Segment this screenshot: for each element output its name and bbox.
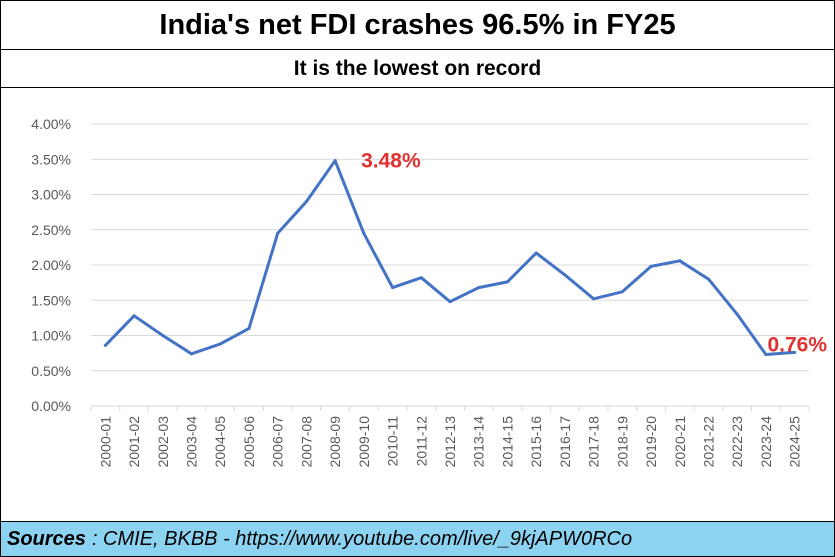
source-text: : CMIE, BKBB - https://www.youtube.com/l…	[91, 527, 633, 550]
x-tick-label: 2023-24	[758, 416, 774, 468]
data-point	[793, 350, 797, 354]
y-tick-label: 2.50%	[31, 222, 71, 238]
x-tick-label: 2002-03	[155, 416, 171, 468]
x-tick-label: 2013-14	[471, 416, 487, 468]
x-tick-label: 2014-15	[499, 416, 515, 468]
x-tick-label: 2003-04	[184, 416, 200, 468]
data-point	[448, 300, 452, 304]
data-point	[706, 277, 710, 281]
x-tick-label: 2005-06	[241, 416, 257, 468]
data-point	[276, 231, 280, 235]
x-tick-label: 2004-05	[212, 416, 228, 468]
x-tick-label: 2018-19	[614, 416, 630, 468]
data-point	[362, 231, 366, 235]
data-point	[247, 326, 251, 330]
x-tick-label: 2020-21	[672, 416, 688, 468]
data-point	[592, 297, 596, 301]
data-point	[132, 314, 136, 318]
data-annotation: 3.48%	[361, 150, 421, 173]
x-tick-label: 2009-10	[356, 416, 372, 468]
y-tick-label: 3.00%	[31, 187, 71, 203]
data-point	[764, 353, 768, 357]
y-tick-label: 0.00%	[31, 398, 71, 414]
data-point	[304, 200, 308, 204]
x-tick-label: 2008-09	[327, 416, 343, 468]
line-chart: 0.00% 0.50% 1.00% 1.50% 2.00% 2.50% 3.00% 3.50%…	[31, 116, 827, 468]
x-tick-label: 2015-16	[528, 416, 544, 468]
source-label: Sources	[7, 527, 86, 550]
chart-title: India's net FDI crashes 96.5% in FY25	[1, 1, 834, 50]
y-tick-label: 1.00%	[31, 328, 71, 344]
y-tick-label: 2.00%	[31, 257, 71, 273]
data-point	[103, 343, 107, 347]
y-tick-label: 1.50%	[31, 292, 71, 308]
data-annotation: 0.76%	[767, 333, 827, 356]
x-tick-label: 2001-02	[126, 416, 142, 468]
data-point	[161, 334, 165, 337]
data-point	[505, 280, 509, 284]
x-tick-label: 2007-08	[298, 416, 314, 468]
data-point	[678, 259, 682, 263]
chart-subtitle: It is the lowest on record	[1, 50, 834, 88]
x-tick-label: 2021-22	[700, 416, 716, 468]
data-point	[563, 273, 567, 277]
x-tick-label: 2017-18	[586, 416, 602, 468]
data-point	[333, 159, 337, 163]
x-tick-label: 2016-17	[557, 416, 573, 468]
data-point	[649, 264, 653, 268]
x-tick-label: 2010-11	[385, 416, 401, 467]
x-tick-label: 2024-25	[787, 416, 803, 468]
x-tick-label: 2022-23	[729, 416, 745, 468]
data-point	[190, 352, 194, 356]
y-tick-label: 0.50%	[31, 363, 71, 379]
data-point	[391, 286, 395, 290]
x-tick-label: 2000-01	[97, 416, 113, 468]
data-point	[620, 290, 624, 294]
series-line	[103, 159, 797, 356]
x-tick-label: 2011-12	[413, 416, 429, 467]
data-point	[534, 251, 538, 255]
x-tick-label: 2006-07	[270, 416, 286, 468]
source-bar: Sources : CMIE, BKBB - https://www.youtu…	[1, 521, 834, 556]
data-point	[735, 312, 739, 316]
data-point	[218, 342, 222, 346]
data-point	[419, 276, 423, 280]
data-point	[477, 286, 481, 290]
x-tick-label: 2012-13	[442, 416, 458, 468]
chart-area: 0.00% 0.50% 1.00% 1.50% 2.00% 2.50% 3.00% 3.50%…	[1, 88, 834, 521]
y-tick-label: 3.50%	[31, 151, 71, 167]
x-tick-label: 2019-20	[643, 416, 659, 468]
y-tick-label: 4.00%	[31, 116, 71, 132]
